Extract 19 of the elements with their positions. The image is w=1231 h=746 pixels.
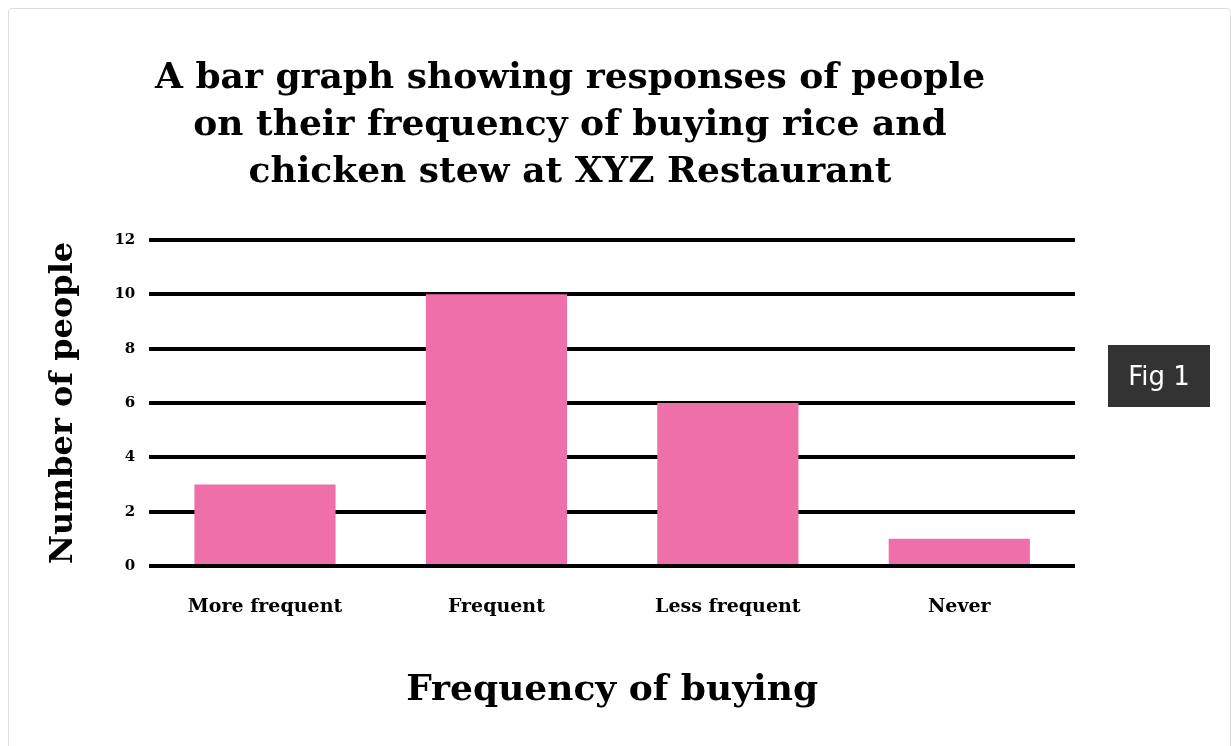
caption: Fig 1 (1108, 345, 1210, 407)
y-tick-label: 8 (124, 338, 136, 357)
y-tick-label: 12 (114, 229, 136, 248)
x-tick-label: Frequent (447, 594, 546, 617)
y-tick-label: 4 (124, 447, 136, 466)
x-tick-label: Less frequent (655, 594, 801, 617)
chart-title: A bar graph showing responses of people on their frequency of buying rice and chicken stew at XYZ Restaurant (153, 53, 987, 192)
y-tick-label: 10 (114, 284, 136, 303)
bar (425, 294, 568, 564)
bar (657, 403, 799, 564)
y-tick-label: 0 (124, 555, 136, 574)
y-tick-label: 2 (124, 501, 136, 520)
y-tick-label: 6 (124, 392, 136, 411)
x-tick-label: Never (927, 594, 992, 617)
y-axis-title: Number of people (41, 241, 80, 565)
x-tick-label: More frequent (187, 594, 343, 617)
bar (194, 484, 336, 564)
x-axis-title: Frequency of buying (406, 665, 819, 708)
bar (888, 538, 1030, 564)
